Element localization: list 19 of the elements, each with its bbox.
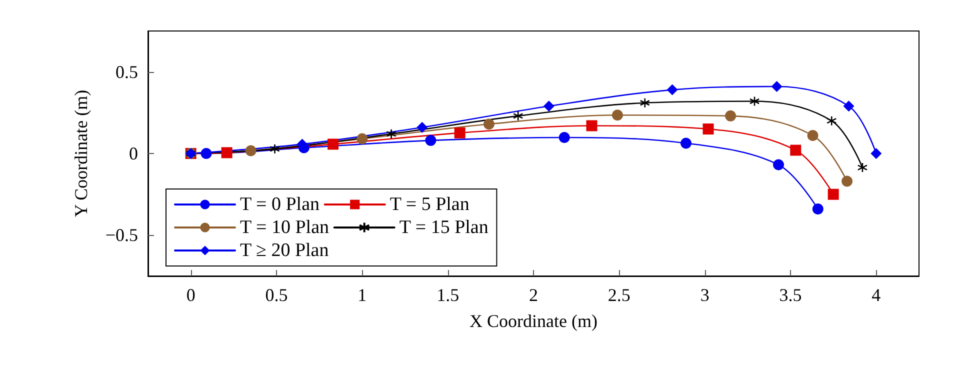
x-tick-label: 4 (872, 285, 881, 305)
legend-label: T = 0 Plan (240, 194, 320, 215)
x-tick-label: 2 (529, 285, 538, 305)
x-tick-label: 3.5 (779, 285, 802, 305)
x-tick-label: 2.5 (608, 285, 630, 305)
y-tick-label: −0.5 (105, 225, 138, 246)
y-tick-label: 0.5 (116, 62, 138, 82)
x-tick-label: 1 (358, 285, 367, 305)
x-tick-label: 1.5 (436, 285, 460, 305)
x-tick-label: 0 (186, 285, 196, 305)
legend-label: T = 10 Plan (240, 217, 330, 238)
x-axis-title: X Coordinate (m) (470, 311, 598, 331)
legend-label: T = 5 Plan (390, 194, 470, 215)
legend-label: T = 15 Plan (399, 217, 489, 238)
x-tick-label: 0.5 (265, 285, 288, 305)
x-tick-label: 3 (700, 285, 710, 305)
legend-label: T ≥ 20 Plan (240, 240, 330, 261)
y-axis-title: Y Coordinate (m) (71, 90, 91, 218)
y-tick-label: 0 (129, 144, 138, 164)
